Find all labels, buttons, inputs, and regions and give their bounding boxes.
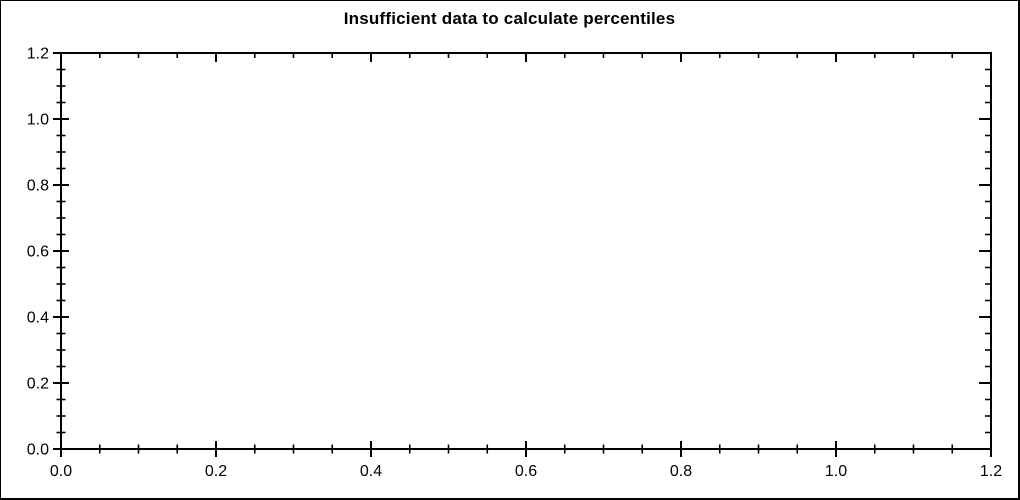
x-tick-label: 1.0: [825, 463, 847, 480]
x-tick-label: 0.0: [50, 463, 72, 480]
x-tick-label: 0.8: [670, 463, 692, 480]
axes-box: [60, 52, 992, 450]
x-tick-label: 1.2: [980, 463, 1002, 480]
y-tick-label: 0.2: [27, 376, 49, 393]
y-tick-label: 0.4: [27, 310, 49, 327]
y-tick-label: 1.0: [27, 112, 49, 129]
y-tick-label: 0.0: [27, 442, 49, 459]
y-tick-label: 0.8: [27, 178, 49, 195]
y-tick-label: 0.6: [27, 244, 49, 261]
chart-title: Insufficient data to calculate percentil…: [343, 9, 676, 28]
x-tick-label: 0.4: [360, 463, 382, 480]
y-tick-label: 1.2: [27, 46, 49, 63]
x-tick-label: 0.2: [205, 463, 227, 480]
x-tick-label: 0.6: [515, 463, 537, 480]
